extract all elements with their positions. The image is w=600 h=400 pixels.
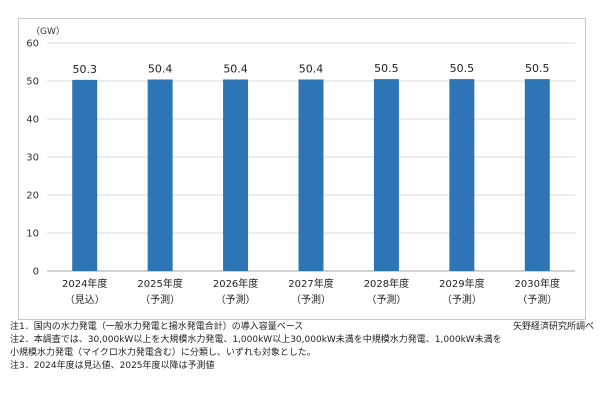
- y-axis-unit-label: （GW）: [31, 26, 65, 37]
- x-tick-label: 2026年度: [213, 277, 258, 290]
- x-tick-sublabel: （予測）: [366, 293, 406, 306]
- x-tick-sublabel: （見込）: [65, 294, 105, 306]
- y-tick-label: 50: [26, 77, 39, 88]
- footnotes: 注1．国内の水力発電（一般水力発電と揚水発電合計）の導入容量ベース 注2．本調査…: [10, 321, 594, 373]
- data-label: 50.4: [148, 62, 173, 75]
- bar: [72, 79, 98, 271]
- x-tick-sublabel: （予測）: [517, 293, 557, 306]
- y-tick-label: 60: [26, 39, 39, 50]
- bar: [373, 79, 399, 271]
- footnote-1: 注1．国内の水力発電（一般水力発電と揚水発電合計）の導入容量ベース: [10, 322, 304, 332]
- data-label: 50.5: [374, 62, 399, 75]
- y-tick-label: 40: [26, 115, 39, 126]
- bar: [524, 79, 550, 271]
- bar: [298, 79, 324, 271]
- x-tick-label: 2025年度: [137, 277, 182, 290]
- x-tick-label: 2030年度: [515, 277, 560, 290]
- x-tick-sublabel: （予測）: [291, 293, 331, 306]
- y-tick-label: 10: [26, 229, 39, 240]
- footnote-2-continued: 小規模水力発電（マイクロ水力発電含む）に分類し、いずれも対象とした。: [10, 348, 316, 358]
- data-label: 50.4: [299, 62, 324, 75]
- footnote-2: 注2．本調査では、30,000kW以上を大規模水力発電、1,000kW以上30,…: [10, 335, 502, 345]
- data-label: 50.4: [223, 62, 248, 75]
- x-tick-label: 2024年度: [62, 277, 107, 290]
- x-tick-sublabel: （予測）: [442, 293, 482, 306]
- bar: [223, 79, 249, 271]
- data-label: 50.3: [72, 63, 97, 76]
- x-tick-label: 2029年度: [439, 277, 484, 290]
- x-tick-label: 2027年度: [288, 277, 333, 290]
- bar-chart: （GW） 0 10 20 30 40 50 60 50.3 2024年度 （見込） 50.4 2025年…: [26, 26, 575, 306]
- chart-frame: （GW） 0 10 20 30 40 50 60 50.3 2024年度 （見込） 50.4 2025年…: [18, 18, 586, 320]
- y-tick-label: 20: [26, 191, 39, 202]
- footnote-3: 注3．2024年度は見込値、2025年度以降は予測値: [10, 361, 215, 371]
- x-tick-sublabel: （予測）: [216, 293, 256, 306]
- bar: [147, 79, 173, 271]
- x-tick-label: 2028年度: [364, 277, 409, 290]
- y-tick-label: 30: [26, 153, 39, 164]
- bar: [449, 79, 475, 271]
- y-tick-label: 0: [33, 267, 39, 278]
- source-credit: 矢野経済研究所調べ: [512, 322, 594, 332]
- x-tick-sublabel: （予測）: [140, 293, 180, 306]
- data-label: 50.5: [525, 62, 550, 75]
- data-label: 50.5: [450, 62, 475, 75]
